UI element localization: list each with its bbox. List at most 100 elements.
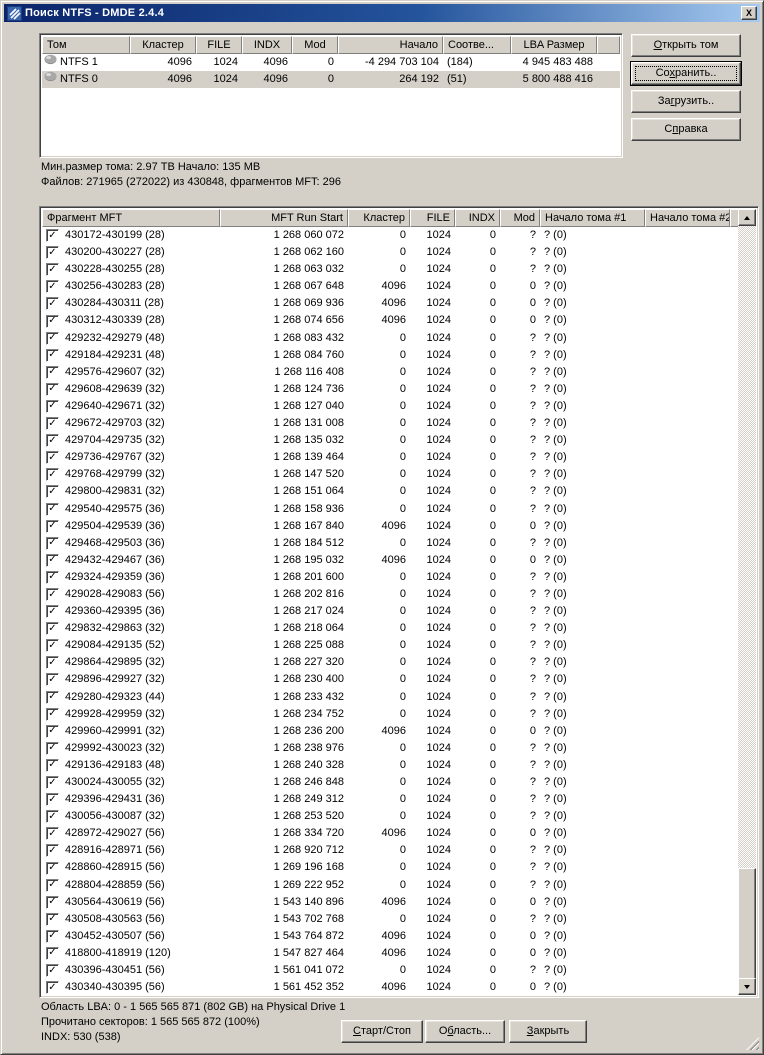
column-header-mft-file[interactable]: FILE <box>410 209 455 227</box>
mft-checkbox[interactable]: ✓ <box>46 229 59 243</box>
mft-row[interactable]: ✓ 430452-430507 (56) 1 543 764 872 4096 1024… <box>42 928 740 945</box>
mft-row[interactable]: ✓ 428916-428971 (56) 1 268 920 712 0 1024 0??… <box>42 842 740 859</box>
mft-checkbox[interactable]: ✓ <box>46 485 59 499</box>
mft-checkbox[interactable]: ✓ <box>46 246 59 260</box>
mft-row[interactable]: ✓ 429704-429735 (32) 1 268 135 032 0 1024 0??… <box>42 432 740 449</box>
mft-checkbox[interactable]: ✓ <box>46 878 59 892</box>
mft-checkbox[interactable]: ✓ <box>46 964 59 978</box>
mft-checkbox[interactable]: ✓ <box>46 929 59 943</box>
mft-row[interactable]: ✓ 428860-428915 (56) 1 269 196 168 0 1024 0??… <box>42 859 740 876</box>
column-header-match[interactable]: Соотве... <box>443 36 511 54</box>
column-header-volume[interactable]: Том <box>42 36 130 54</box>
mft-checkbox[interactable]: ✓ <box>46 536 59 550</box>
mft-checkbox[interactable]: ✓ <box>46 981 59 995</box>
mft-row[interactable]: ✓ 429232-429279 (48) 1 268 083 432 0 1024 0??… <box>42 330 740 347</box>
mft-checkbox[interactable]: ✓ <box>46 673 59 687</box>
column-header-file[interactable]: FILE <box>196 36 242 54</box>
mft-row[interactable]: ✓ 430396-430451 (56) 1 561 041 072 0 1024 0??… <box>42 962 740 979</box>
column-header-cluster[interactable]: Кластер <box>130 36 196 54</box>
save-button[interactable]: Сохранить.. <box>631 62 741 85</box>
mft-row[interactable]: ✓ 430172-430199 (28) 1 268 060 072 0 1024 0??… <box>42 227 740 244</box>
mft-row[interactable]: ✓ 430200-430227 (28) 1 268 062 160 0 1024 0??… <box>42 244 740 261</box>
open-volume-button[interactable]: Открыть том <box>631 34 741 57</box>
column-header-mft-indx[interactable]: INDX <box>455 209 500 227</box>
mft-row[interactable]: ✓ 429184-429231 (48) 1 268 084 760 0 1024 0??… <box>42 347 740 364</box>
mft-checkbox[interactable]: ✓ <box>46 468 59 482</box>
scrollbar-track[interactable] <box>738 226 756 980</box>
mft-row[interactable]: ✓ 418800-418919 (120) 1 547 827 464 4096 102… <box>42 945 740 962</box>
column-header-indx[interactable]: INDX <box>242 36 292 54</box>
mft-checkbox[interactable]: ✓ <box>46 297 59 311</box>
mft-row[interactable]: ✓ 429280-429323 (44) 1 268 233 432 0 1024 0??… <box>42 689 740 706</box>
mft-row[interactable]: ✓ 430284-430311 (28) 1 268 069 936 4096 1024… <box>42 295 740 312</box>
help-button[interactable]: Справка <box>631 118 741 141</box>
mft-row[interactable]: ✓ 429608-429639 (32) 1 268 124 736 0 1024 0??… <box>42 381 740 398</box>
column-header-mft-mod[interactable]: Mod <box>500 209 540 227</box>
mft-row[interactable]: ✓ 429432-429467 (36) 1 268 195 032 4096 1024… <box>42 552 740 569</box>
mft-checkbox[interactable]: ✓ <box>46 570 59 584</box>
load-button[interactable]: Загрузить.. <box>631 90 741 113</box>
mft-row[interactable]: ✓ 430024-430055 (32) 1 268 246 848 0 1024 0??… <box>42 774 740 791</box>
mft-checkbox[interactable]: ✓ <box>46 827 59 841</box>
mft-row[interactable]: ✓ 429960-429991 (32) 1 268 236 200 4096 1024… <box>42 723 740 740</box>
column-header-lba-size[interactable]: LBA Размер <box>511 36 597 54</box>
mft-row[interactable]: ✓ 429324-429359 (36) 1 268 201 600 0 1024 0??… <box>42 569 740 586</box>
mft-row[interactable]: ✓ 429992-430023 (32) 1 268 238 976 0 1024 0??… <box>42 740 740 757</box>
mft-checkbox[interactable]: ✓ <box>46 861 59 875</box>
mft-checkbox[interactable]: ✓ <box>46 639 59 653</box>
column-header-volume-start-2[interactable]: Начало тома #2 <box>645 209 730 227</box>
mft-checkbox[interactable]: ✓ <box>46 417 59 431</box>
mft-row[interactable]: ✓ 428804-428859 (56) 1 269 222 952 0 1024 0??… <box>42 877 740 894</box>
mft-checkbox[interactable]: ✓ <box>46 331 59 345</box>
scrollbar-thumb[interactable] <box>738 868 756 980</box>
mft-row[interactable]: ✓ 429136-429183 (48) 1 268 240 328 0 1024 0??… <box>42 757 740 774</box>
mft-row[interactable]: ✓ 430056-430087 (32) 1 268 253 520 0 1024 0??… <box>42 808 740 825</box>
scroll-down-button[interactable] <box>738 978 756 995</box>
title-bar[interactable]: Поиск NTFS - DMDE 2.4.4 X <box>4 4 760 22</box>
mft-checkbox[interactable]: ✓ <box>46 553 59 567</box>
mft-row[interactable]: ✓ 430312-430339 (28) 1 268 074 656 4096 1024… <box>42 312 740 329</box>
resize-grip[interactable] <box>746 1037 759 1050</box>
mft-checkbox[interactable]: ✓ <box>46 776 59 790</box>
mft-checkbox[interactable]: ✓ <box>46 280 59 294</box>
mft-checkbox[interactable]: ✓ <box>46 605 59 619</box>
mft-row[interactable]: ✓ 429576-429607 (32) 1 268 116 408 0 1024 0??… <box>42 364 740 381</box>
mft-row[interactable]: ✓ 429504-429539 (36) 1 268 167 840 4096 1024… <box>42 518 740 535</box>
mft-checkbox[interactable]: ✓ <box>46 399 59 413</box>
mft-checkbox[interactable]: ✓ <box>46 502 59 516</box>
mft-checkbox[interactable]: ✓ <box>46 844 59 858</box>
mft-row[interactable]: ✓ 430340-430395 (56) 1 561 452 352 4096 1024… <box>42 979 740 995</box>
mft-row[interactable]: ✓ 429832-429863 (32) 1 268 218 064 0 1024 0??… <box>42 620 740 637</box>
mft-row[interactable]: ✓ 429672-429703 (32) 1 268 131 008 0 1024 0??… <box>42 415 740 432</box>
column-header-mft-fragment[interactable]: Фрагмент MFT <box>42 209 220 227</box>
mft-checkbox[interactable]: ✓ <box>46 519 59 533</box>
mft-checkbox[interactable]: ✓ <box>46 348 59 362</box>
mft-checkbox[interactable]: ✓ <box>46 741 59 755</box>
mft-checkbox[interactable]: ✓ <box>46 946 59 960</box>
mft-checkbox[interactable]: ✓ <box>46 622 59 636</box>
mft-row[interactable]: ✓ 429896-429927 (32) 1 268 230 400 0 1024 0??… <box>42 671 740 688</box>
mft-checkbox[interactable]: ✓ <box>46 656 59 670</box>
mft-row[interactable]: ✓ 428972-429027 (56) 1 268 334 720 4096 1024… <box>42 825 740 842</box>
column-header-mft-run-start[interactable]: MFT Run Start <box>220 209 348 227</box>
mft-checkbox[interactable]: ✓ <box>46 793 59 807</box>
column-header-start[interactable]: Начало <box>338 36 443 54</box>
close-button[interactable]: X <box>741 6 757 20</box>
column-header-mft-cluster[interactable]: Кластер <box>348 209 410 227</box>
mft-row[interactable]: ✓ 430508-430563 (56) 1 543 702 768 0 1024 0??… <box>42 911 740 928</box>
volume-row[interactable]: NTFS 0 4096 1024 4096 0 264 192 (51) 5 800 488 … <box>42 71 620 88</box>
mft-row[interactable]: ✓ 429084-429135 (52) 1 268 225 088 0 1024 0??… <box>42 637 740 654</box>
mft-row[interactable]: ✓ 429640-429671 (32) 1 268 127 040 0 1024 0??… <box>42 398 740 415</box>
scroll-up-button[interactable] <box>738 209 756 226</box>
volume-row[interactable]: NTFS 1 4096 1024 4096 0 -4 294 703 104 (184) 4 … <box>42 54 620 71</box>
mft-row[interactable]: ✓ 429864-429895 (32) 1 268 227 320 0 1024 0??… <box>42 654 740 671</box>
mft-row[interactable]: ✓ 429736-429767 (32) 1 268 139 464 0 1024 0??… <box>42 449 740 466</box>
mft-checkbox[interactable]: ✓ <box>46 707 59 721</box>
mft-checkbox[interactable]: ✓ <box>46 314 59 328</box>
mft-checkbox[interactable]: ✓ <box>46 690 59 704</box>
mft-checkbox[interactable]: ✓ <box>46 588 59 602</box>
mft-checkbox[interactable]: ✓ <box>46 912 59 926</box>
vertical-scrollbar[interactable] <box>738 209 756 995</box>
column-header-volume-start-1[interactable]: Начало тома #1 <box>540 209 645 227</box>
mft-checkbox[interactable]: ✓ <box>46 810 59 824</box>
